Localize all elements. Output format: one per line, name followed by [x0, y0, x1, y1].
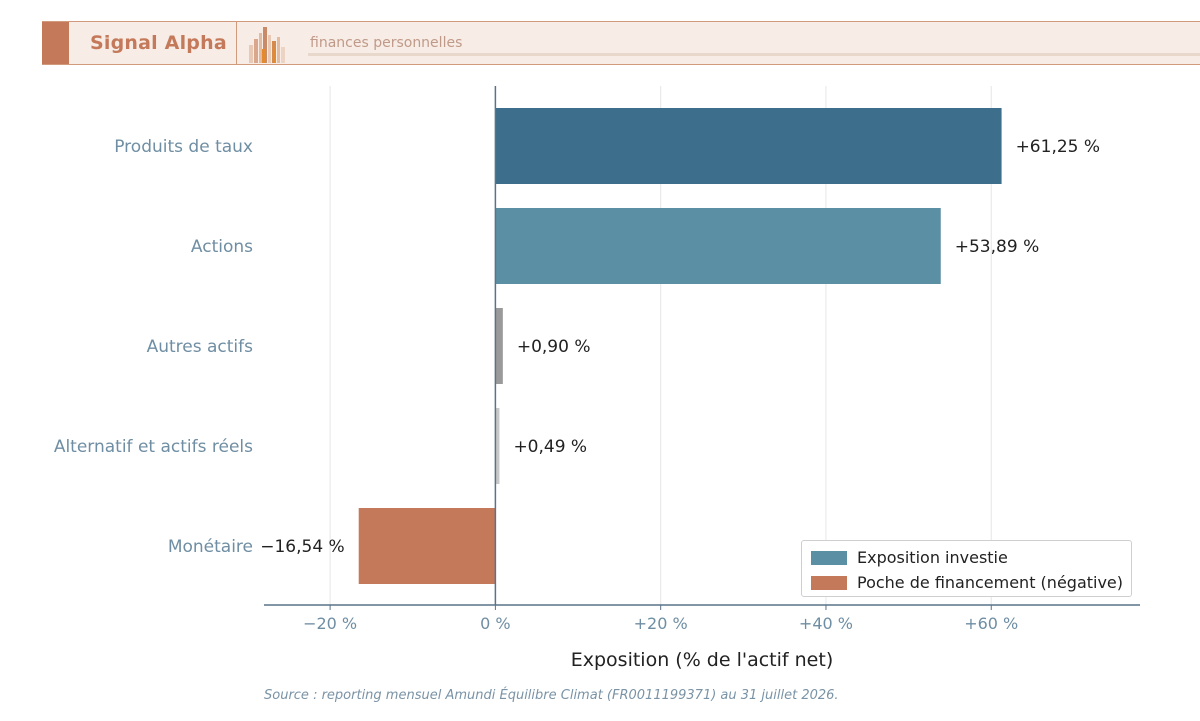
legend-swatch-invested	[811, 551, 847, 565]
brand-swatch	[42, 22, 69, 64]
value-label-1: +53,89 %	[955, 237, 1039, 257]
category-label-2: Autres actifs	[147, 337, 254, 357]
header-rule	[308, 53, 1200, 56]
x-tick-label-4: +60 %	[964, 614, 1018, 633]
x-tick-label-3: +40 %	[799, 614, 853, 633]
bar-1	[495, 208, 941, 284]
brand-name: Signal Alpha	[90, 32, 227, 54]
x-axis-title: Exposition (% de l'actif net)	[571, 649, 833, 671]
bar-4	[358, 508, 496, 584]
city-skyline-icon	[249, 27, 285, 63]
x-tick-label-2: +20 %	[634, 614, 688, 633]
bar-3	[495, 408, 500, 484]
header-banner: Signal Alpha finances personnelles	[42, 21, 1200, 65]
category-label-4: Monétaire	[168, 537, 253, 557]
category-label-3: Alternatif et actifs réels	[54, 437, 253, 457]
value-label-4: −16,54 %	[260, 537, 344, 557]
chart-legend: Exposition investie Poche de financement…	[801, 540, 1132, 597]
legend-label-invested: Exposition investie	[857, 548, 1008, 567]
bar-0	[495, 108, 1002, 184]
value-label-2: +0,90 %	[517, 337, 591, 357]
x-tick-label-1: 0 %	[480, 614, 510, 633]
category-label-1: Actions	[191, 237, 253, 257]
value-label-0: +61,25 %	[1016, 137, 1100, 157]
value-label-3: +0,49 %	[513, 437, 587, 457]
category-label-0: Produits de taux	[114, 137, 253, 157]
source-note: Source : reporting mensuel Amundi Équili…	[264, 688, 839, 703]
x-tick-label-0: −20 %	[303, 614, 357, 633]
brand-tagline: finances personnelles	[310, 35, 463, 51]
legend-swatch-financing	[811, 576, 847, 590]
bar-2	[495, 308, 503, 384]
header-separator	[236, 22, 237, 64]
legend-label-financing: Poche de financement (négative)	[857, 573, 1124, 592]
